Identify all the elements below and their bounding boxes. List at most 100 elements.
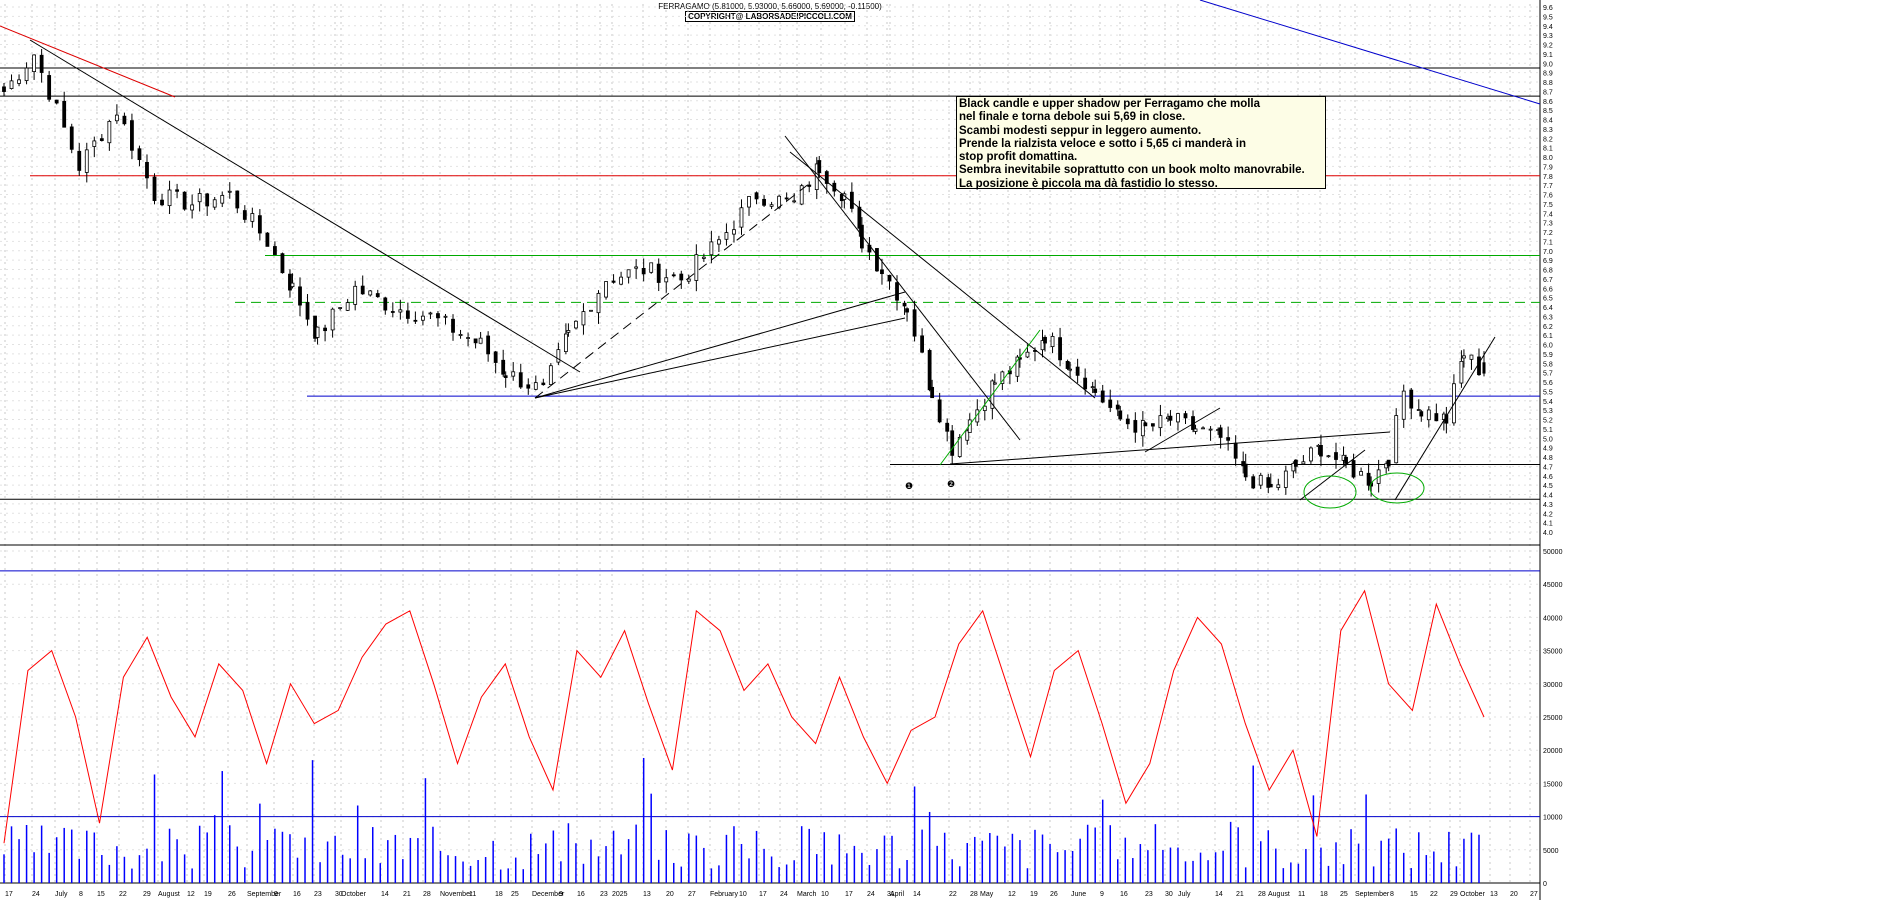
x-tick-label: 17	[845, 891, 853, 898]
x-tick-label: 26	[228, 891, 236, 898]
y-tick-label: 8.3	[1543, 127, 1553, 134]
candle	[1326, 455, 1331, 458]
y-tick-label: 5000	[1543, 848, 1559, 855]
candle	[641, 267, 646, 275]
candle	[137, 148, 142, 161]
x-tick-label: June	[1071, 891, 1086, 898]
candle	[212, 199, 217, 208]
candle	[957, 436, 962, 457]
x-tick-label: August	[158, 891, 180, 898]
y-tick-label: 6.3	[1543, 314, 1553, 321]
x-tick-label: 16	[1120, 891, 1128, 898]
y-tick-label: 9.4	[1543, 24, 1553, 31]
trend-line	[784, 135, 1021, 441]
candle	[486, 335, 491, 355]
candle	[937, 399, 942, 423]
x-tick-label: 21	[403, 891, 411, 898]
y-tick-label: 4.1	[1543, 521, 1553, 528]
candle	[566, 330, 571, 333]
candle	[503, 375, 508, 378]
candle	[694, 254, 699, 281]
candle	[1118, 410, 1123, 420]
trend-line	[1144, 407, 1221, 453]
y-tick-label: 7.3	[1543, 221, 1553, 228]
candle	[1276, 484, 1281, 488]
x-tick-label: 15	[1410, 891, 1418, 898]
x-tick-label: 11	[469, 891, 476, 898]
y-tick-label: 0	[1543, 881, 1547, 888]
trend-line	[939, 329, 1041, 466]
x-tick-label: November	[440, 891, 473, 898]
candle	[383, 297, 388, 311]
candle	[671, 274, 676, 277]
y-tick-label: 9.3	[1543, 33, 1553, 40]
candle	[17, 79, 21, 84]
candle	[390, 311, 395, 313]
y-tick-label: 8.6	[1543, 99, 1553, 106]
candle	[927, 350, 932, 391]
y-tick-label: 7.8	[1543, 174, 1553, 181]
candle	[548, 365, 553, 385]
candle	[1334, 452, 1338, 460]
x-tick-label: 18	[1320, 891, 1328, 898]
y-tick-label: 8.7	[1543, 89, 1553, 96]
candle	[182, 191, 187, 210]
candle	[1100, 390, 1105, 403]
candle	[458, 334, 463, 336]
candle	[280, 253, 285, 274]
candle	[518, 372, 523, 388]
candle	[1168, 415, 1173, 421]
y-tick-label: 8.5	[1543, 108, 1553, 115]
y-tick-label: 6.1	[1543, 333, 1553, 340]
candle	[1416, 409, 1421, 411]
candle	[368, 290, 373, 296]
candle	[1201, 427, 1205, 430]
candle	[451, 318, 455, 333]
candle	[1025, 351, 1030, 358]
note-line: Black candle e upper shadow per Ferragam…	[959, 98, 1261, 110]
candle	[473, 338, 478, 344]
x-tick-label: February	[710, 891, 739, 898]
x-tick-label: December	[532, 891, 565, 898]
candle	[152, 176, 157, 201]
candle	[167, 189, 172, 207]
candle	[1050, 336, 1055, 348]
candle	[1243, 463, 1248, 478]
note-line: Prende la rialzista veloce e sotto i 5,6…	[959, 137, 1246, 150]
candle	[1150, 423, 1155, 427]
x-tick-label: 27	[688, 891, 696, 898]
x-tick-label: 15	[97, 891, 105, 898]
candle	[421, 315, 425, 321]
candle	[526, 384, 531, 389]
candle	[242, 210, 247, 220]
candle	[1158, 415, 1163, 429]
candle	[1258, 474, 1263, 486]
y-tick-label: 4.4	[1543, 493, 1553, 500]
x-tick-label: 11	[1298, 891, 1305, 898]
candle	[563, 333, 568, 352]
candle	[1058, 337, 1062, 361]
candle	[428, 312, 433, 315]
candle	[413, 319, 418, 322]
candle	[1359, 471, 1363, 476]
candle	[47, 75, 52, 100]
candle	[754, 192, 759, 200]
candle	[54, 99, 59, 104]
y-tick-label: 40000	[1543, 615, 1563, 622]
y-tick-label: 6.7	[1543, 277, 1553, 284]
highlight-circle	[1303, 475, 1357, 509]
candle	[122, 115, 127, 125]
candle	[581, 311, 586, 326]
candle	[1208, 428, 1213, 431]
candle	[1093, 388, 1098, 393]
note-line: Scambi modesti seppur in leggero aumento…	[959, 124, 1202, 137]
x-tick-label: 19	[1030, 891, 1038, 898]
candle	[1090, 386, 1095, 389]
y-tick-label: 9.5	[1543, 14, 1553, 21]
candle	[330, 308, 335, 331]
candle	[1193, 428, 1198, 432]
x-tick-label: 2025	[612, 891, 628, 898]
candle	[315, 326, 320, 338]
candle	[175, 189, 179, 192]
